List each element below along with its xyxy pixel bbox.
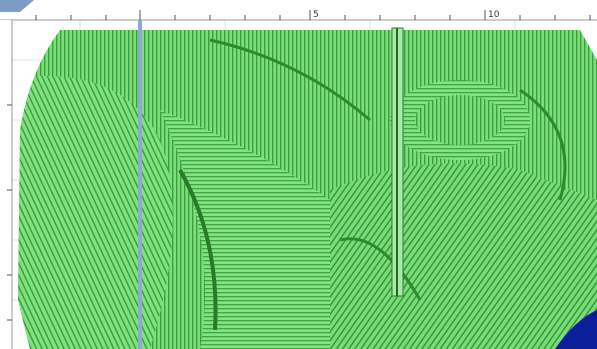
ruler-left <box>0 20 12 349</box>
ruler-label: 10 <box>488 10 500 20</box>
ruler-label: 5 <box>313 10 319 20</box>
cam-viewport: 5 10 <box>0 0 597 349</box>
ruler-top: 5 10 <box>0 0 597 20</box>
toolpath-surface <box>0 0 597 349</box>
section-line <box>138 20 142 349</box>
page: 5 10 (() => { const data = JSON.parse(do… <box>0 0 597 349</box>
